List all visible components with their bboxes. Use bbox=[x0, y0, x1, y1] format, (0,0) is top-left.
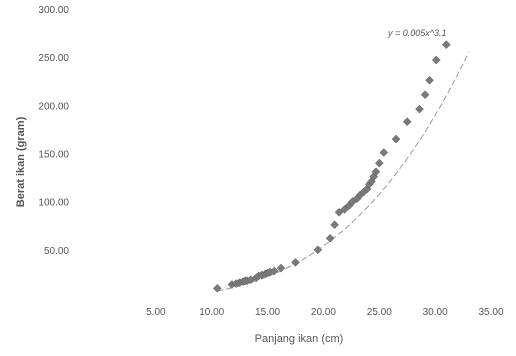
data-point bbox=[269, 266, 279, 276]
data-point bbox=[379, 148, 389, 157]
data-point bbox=[431, 55, 441, 65]
y-tick-label: 300.00 bbox=[38, 5, 69, 16]
y-axis-title: Berat ikan (gram) bbox=[15, 116, 27, 207]
y-tick-label: 250.00 bbox=[38, 53, 69, 64]
y-tick-label: 150.00 bbox=[38, 150, 69, 161]
x-tick-label: 5.00 bbox=[146, 307, 166, 318]
x-tick-label: 10.00 bbox=[199, 307, 224, 318]
y-tick-label: 100.00 bbox=[38, 198, 69, 209]
data-point bbox=[313, 245, 323, 255]
data-points bbox=[212, 40, 451, 293]
x-axis-title: Panjang ikan (cm) bbox=[255, 333, 344, 345]
data-point bbox=[334, 207, 344, 217]
x-axis-ticks: 5.00 10.00 15.00 20.00 25.00 30.00 35.00 bbox=[146, 307, 504, 318]
x-tick-label: 15.00 bbox=[255, 307, 280, 318]
x-tick-label: 25.00 bbox=[367, 307, 392, 318]
trendline-equation: y = 0.005x^3.1 bbox=[387, 28, 447, 38]
y-axis-ticks: 50.00 100.00 150.00 200.00 250.00 300.00 bbox=[38, 5, 69, 257]
data-point bbox=[415, 104, 424, 114]
data-point bbox=[374, 158, 384, 168]
x-tick-label: 35.00 bbox=[478, 307, 503, 318]
data-point bbox=[325, 233, 335, 243]
data-point bbox=[371, 167, 381, 177]
trendline bbox=[217, 52, 470, 292]
x-tick-label: 20.00 bbox=[311, 307, 336, 318]
data-point bbox=[276, 263, 286, 273]
data-point bbox=[420, 90, 430, 100]
data-point bbox=[212, 284, 222, 293]
data-point bbox=[391, 134, 401, 144]
data-point bbox=[441, 40, 451, 49]
y-tick-label: 50.00 bbox=[44, 246, 69, 257]
y-tick-label: 200.00 bbox=[38, 101, 69, 112]
data-point bbox=[402, 117, 412, 127]
data-point bbox=[330, 220, 339, 230]
data-point bbox=[425, 75, 434, 85]
x-tick-label: 30.00 bbox=[423, 307, 448, 318]
data-point bbox=[291, 258, 300, 267]
